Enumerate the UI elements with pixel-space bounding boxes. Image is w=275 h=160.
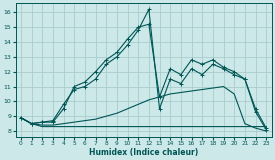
X-axis label: Humidex (Indice chaleur): Humidex (Indice chaleur): [89, 148, 198, 156]
